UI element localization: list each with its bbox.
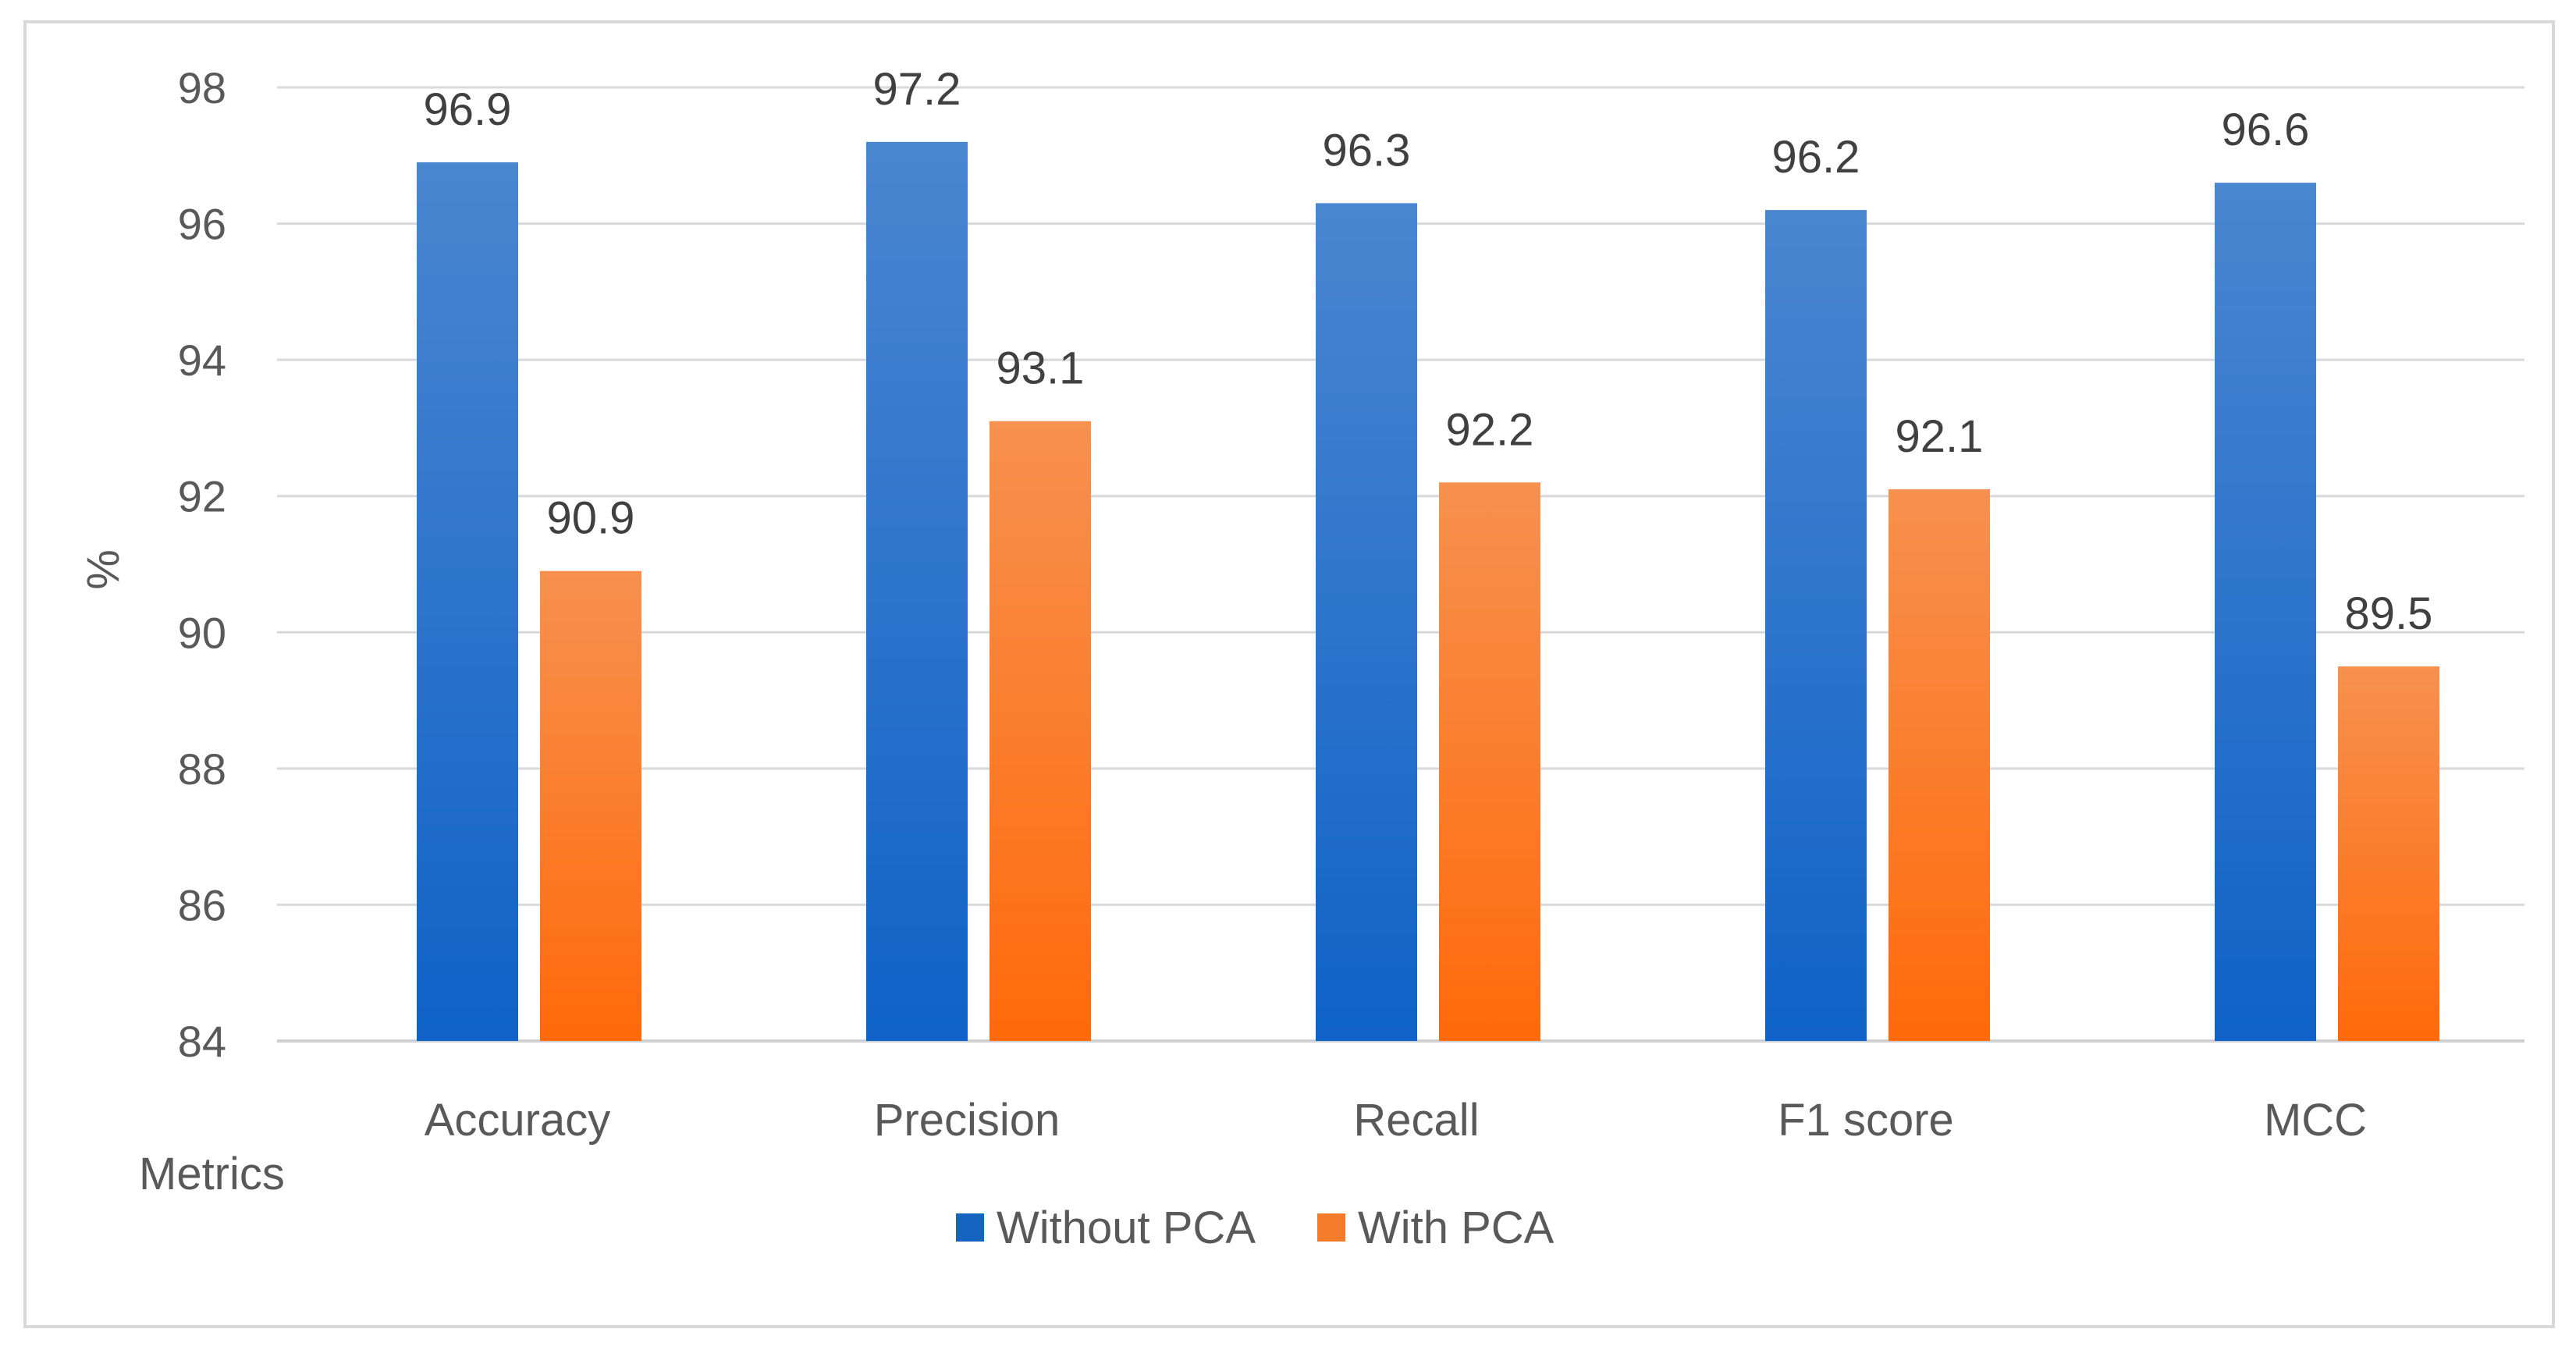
data-label: 93.1 (997, 343, 1085, 394)
y-axis-ticks: 84 86 88 90 92 94 96 98 (178, 63, 226, 1066)
x-tick-label: Precision (874, 1095, 1061, 1146)
data-labels: 96.9 90.9 97.2 93.1 96.3 92.2 96.2 92.1 96.6 89.5 (424, 64, 2433, 639)
bar-without-pca-f1-score (1765, 210, 1867, 1042)
x-tick-label: Recall (1353, 1095, 1479, 1146)
legend-swatch-with-pca (1317, 1213, 1345, 1242)
data-label: 90.9 (547, 493, 635, 544)
data-label: 96.9 (424, 84, 512, 135)
legend-label-without-pca: Without PCA (997, 1203, 1256, 1253)
legend-label-with-pca: With PCA (1358, 1203, 1554, 1253)
data-label: 89.5 (2345, 588, 2433, 639)
bar-with-pca-recall (1439, 482, 1540, 1041)
bar-without-pca-recall (1316, 203, 1417, 1041)
bar-with-pca-precision (990, 421, 1091, 1041)
bar-without-pca-accuracy (417, 162, 518, 1041)
x-tick-label: MCC (2264, 1095, 2367, 1146)
legend: Without PCA With PCA (956, 1203, 1554, 1253)
y-tick-label: 90 (178, 608, 226, 657)
bar-with-pca-f1-score (1888, 488, 1990, 1041)
legend-swatch-without-pca (956, 1213, 984, 1242)
y-tick-label: 96 (178, 200, 226, 249)
y-tick-label: 94 (178, 336, 226, 385)
x-axis-title: Metrics (139, 1149, 285, 1199)
bar-with-pca-accuracy (540, 570, 641, 1041)
bar-without-pca-precision (866, 141, 968, 1041)
x-tick-label: F1 score (1778, 1095, 1954, 1146)
y-tick-label: 88 (178, 744, 226, 794)
x-tick-label: Accuracy (425, 1095, 611, 1146)
y-tick-label: 98 (178, 63, 226, 112)
bars (417, 141, 2439, 1042)
y-tick-label: 86 (178, 880, 226, 929)
data-label: 96.2 (1772, 132, 1860, 183)
y-tick-label: 92 (178, 472, 226, 521)
y-tick-label: 84 (178, 1017, 226, 1066)
data-label: 97.2 (873, 64, 961, 115)
data-label: 96.6 (2222, 105, 2310, 155)
data-label: 96.3 (1323, 125, 1411, 176)
data-label: 92.1 (1896, 411, 1984, 462)
x-axis-categories: Accuracy Precision Recall F1 score MCC (425, 1095, 2367, 1146)
data-label: 92.2 (1446, 404, 1534, 455)
y-axis-title: % (78, 549, 129, 590)
bar-with-pca-mcc (2338, 666, 2439, 1041)
bar-without-pca-mcc (2215, 183, 2316, 1042)
